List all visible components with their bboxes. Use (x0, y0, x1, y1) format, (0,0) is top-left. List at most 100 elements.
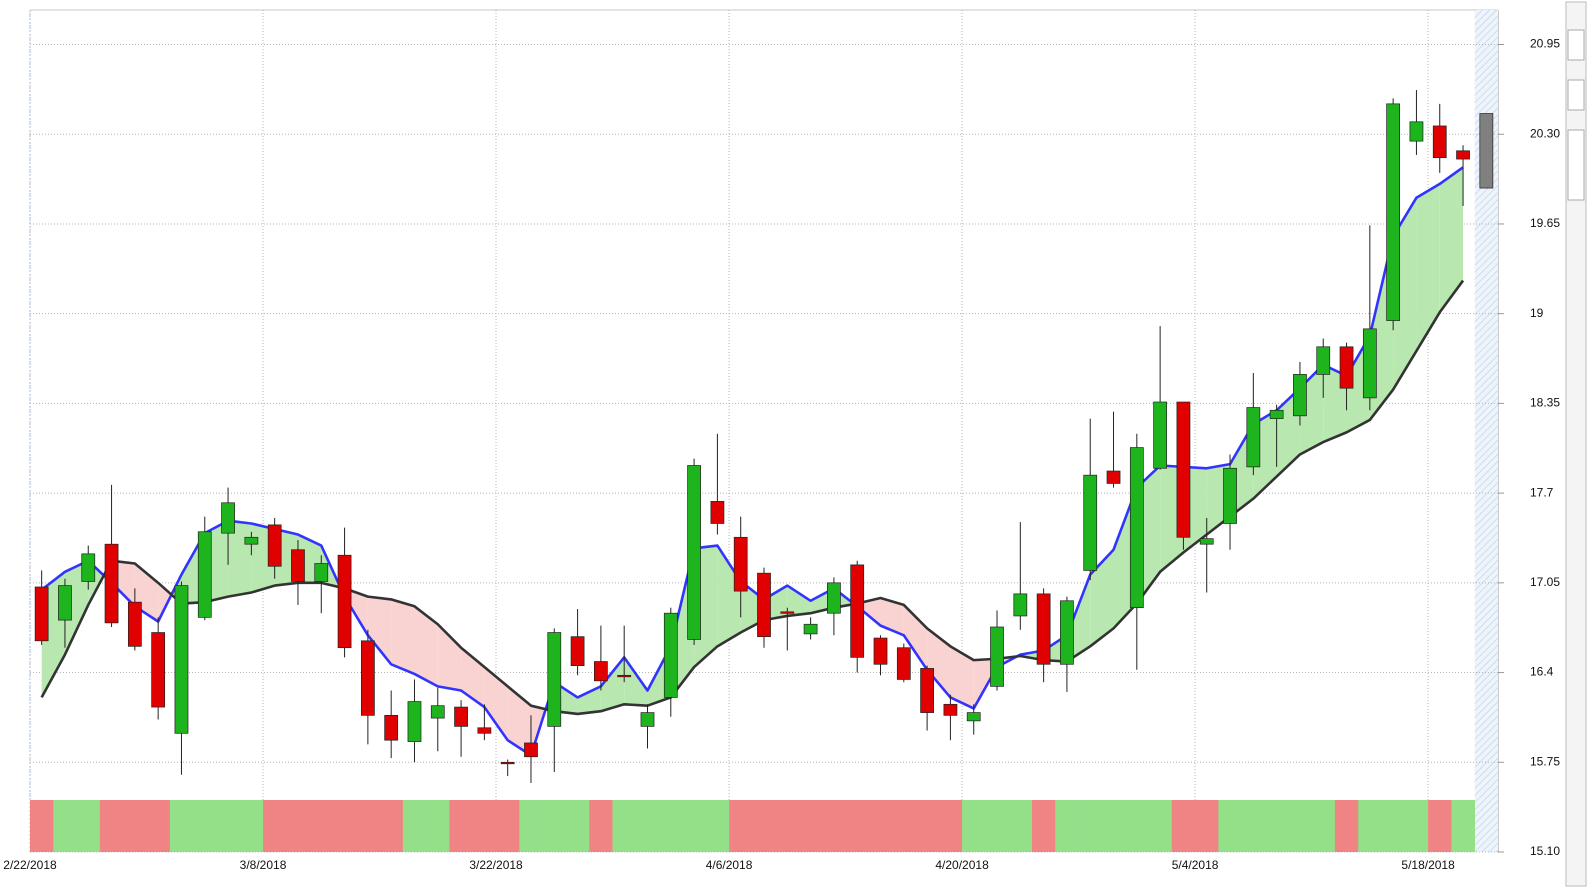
signal-segment (123, 800, 147, 852)
signal-segment (1101, 800, 1126, 852)
x-tick-label: 5/4/2018 (1172, 858, 1219, 872)
y-tick-label: 20.30 (1530, 126, 1560, 140)
scroll-button (1567, 79, 1585, 111)
signal-segment (1381, 800, 1406, 852)
candle-body (1199, 538, 1214, 545)
candle-body (197, 531, 212, 618)
x-tick-label: 4/20/2018 (935, 858, 989, 872)
candle-body (34, 586, 49, 642)
candle-body (524, 742, 538, 758)
x-tick-label: 2/22/2018 (3, 858, 57, 872)
signal-segment (635, 800, 660, 852)
candle-body (1293, 374, 1307, 417)
signal-segment (286, 800, 310, 852)
signal-segment (729, 800, 753, 852)
y-tick-label: 20.95 (1530, 37, 1560, 51)
candle-body (733, 536, 748, 592)
candle-body (174, 585, 189, 734)
candle-body (1106, 470, 1121, 484)
ma-fill (391, 599, 415, 674)
x-tick-label: 3/22/2018 (469, 858, 523, 872)
signal-segment (1078, 800, 1103, 852)
candle-body (337, 554, 352, 649)
candle-body (990, 626, 1004, 687)
candle-body (1176, 401, 1191, 538)
y-tick-label: 19 (1530, 306, 1544, 320)
signal-segment (1171, 800, 1196, 852)
candle-body (1316, 346, 1331, 375)
candle-body (594, 661, 608, 682)
ma-fill (484, 667, 508, 741)
signal-segment (263, 800, 287, 852)
signal-segment (449, 800, 474, 852)
candle-body (454, 706, 468, 727)
candle-body (1013, 593, 1028, 617)
signal-segment (1311, 800, 1336, 852)
candle-body (1409, 121, 1424, 142)
signal-segment (99, 800, 124, 852)
signal-segment (146, 800, 171, 852)
signal-segment (1031, 800, 1056, 852)
future-region (1474, 10, 1498, 852)
ma-fill (787, 585, 811, 616)
signal-segment (30, 800, 54, 852)
candle-body (966, 712, 981, 722)
ma-fill (600, 657, 625, 712)
candle-body (1083, 474, 1098, 571)
candle-body (58, 585, 72, 621)
candle-body (1362, 328, 1377, 399)
candle-body (151, 632, 166, 708)
candle-body (757, 572, 771, 638)
signal-segment (216, 800, 241, 852)
signal-segment (1195, 800, 1219, 852)
candle-body (221, 502, 235, 534)
signal-segment (915, 800, 940, 852)
x-tick-label: 3/8/2018 (240, 858, 287, 872)
ma-fill (64, 560, 89, 655)
signal-segment (845, 800, 870, 852)
candle-body (1386, 103, 1401, 321)
ma-fill (437, 624, 462, 691)
signal-segment (659, 800, 683, 852)
candle-body (104, 543, 119, 624)
candle-body (710, 501, 725, 524)
candle-body (850, 564, 865, 658)
candle-body (291, 549, 305, 582)
x-tick-label: 4/6/2018 (706, 858, 753, 872)
signal-segment (775, 800, 800, 852)
signal-segment (682, 800, 707, 852)
signal-segment (356, 800, 380, 852)
signal-segment (938, 800, 963, 852)
candle-body (1223, 467, 1237, 524)
scroll-button (1567, 29, 1585, 61)
signal-segment (379, 800, 404, 852)
signal-segment (1451, 800, 1475, 852)
signal-segment (309, 800, 334, 852)
y-tick-label: 16.4 (1530, 665, 1554, 679)
candle-body (81, 553, 96, 582)
candle-body (244, 536, 259, 545)
signal-segment (612, 800, 637, 852)
signal-segment (1428, 800, 1452, 852)
ma-fill (880, 598, 904, 636)
candle-body (640, 712, 655, 727)
signal-segment (1358, 800, 1382, 852)
y-tick-label: 17.05 (1530, 575, 1560, 589)
candle-body (267, 524, 282, 567)
signal-segment (1055, 800, 1079, 852)
candle-body (943, 703, 958, 716)
candle-body (873, 637, 888, 665)
signal-segment (76, 800, 101, 852)
ma-fill (624, 657, 648, 706)
signal-segment (705, 800, 730, 852)
candle-body (1036, 593, 1051, 665)
signal-segment (1125, 800, 1149, 852)
signal-segment (589, 800, 613, 852)
candle-body (803, 623, 818, 635)
candle-body (314, 563, 329, 582)
ma-fill (507, 686, 531, 756)
candle-body (1060, 600, 1074, 665)
signal-segment (472, 800, 497, 852)
